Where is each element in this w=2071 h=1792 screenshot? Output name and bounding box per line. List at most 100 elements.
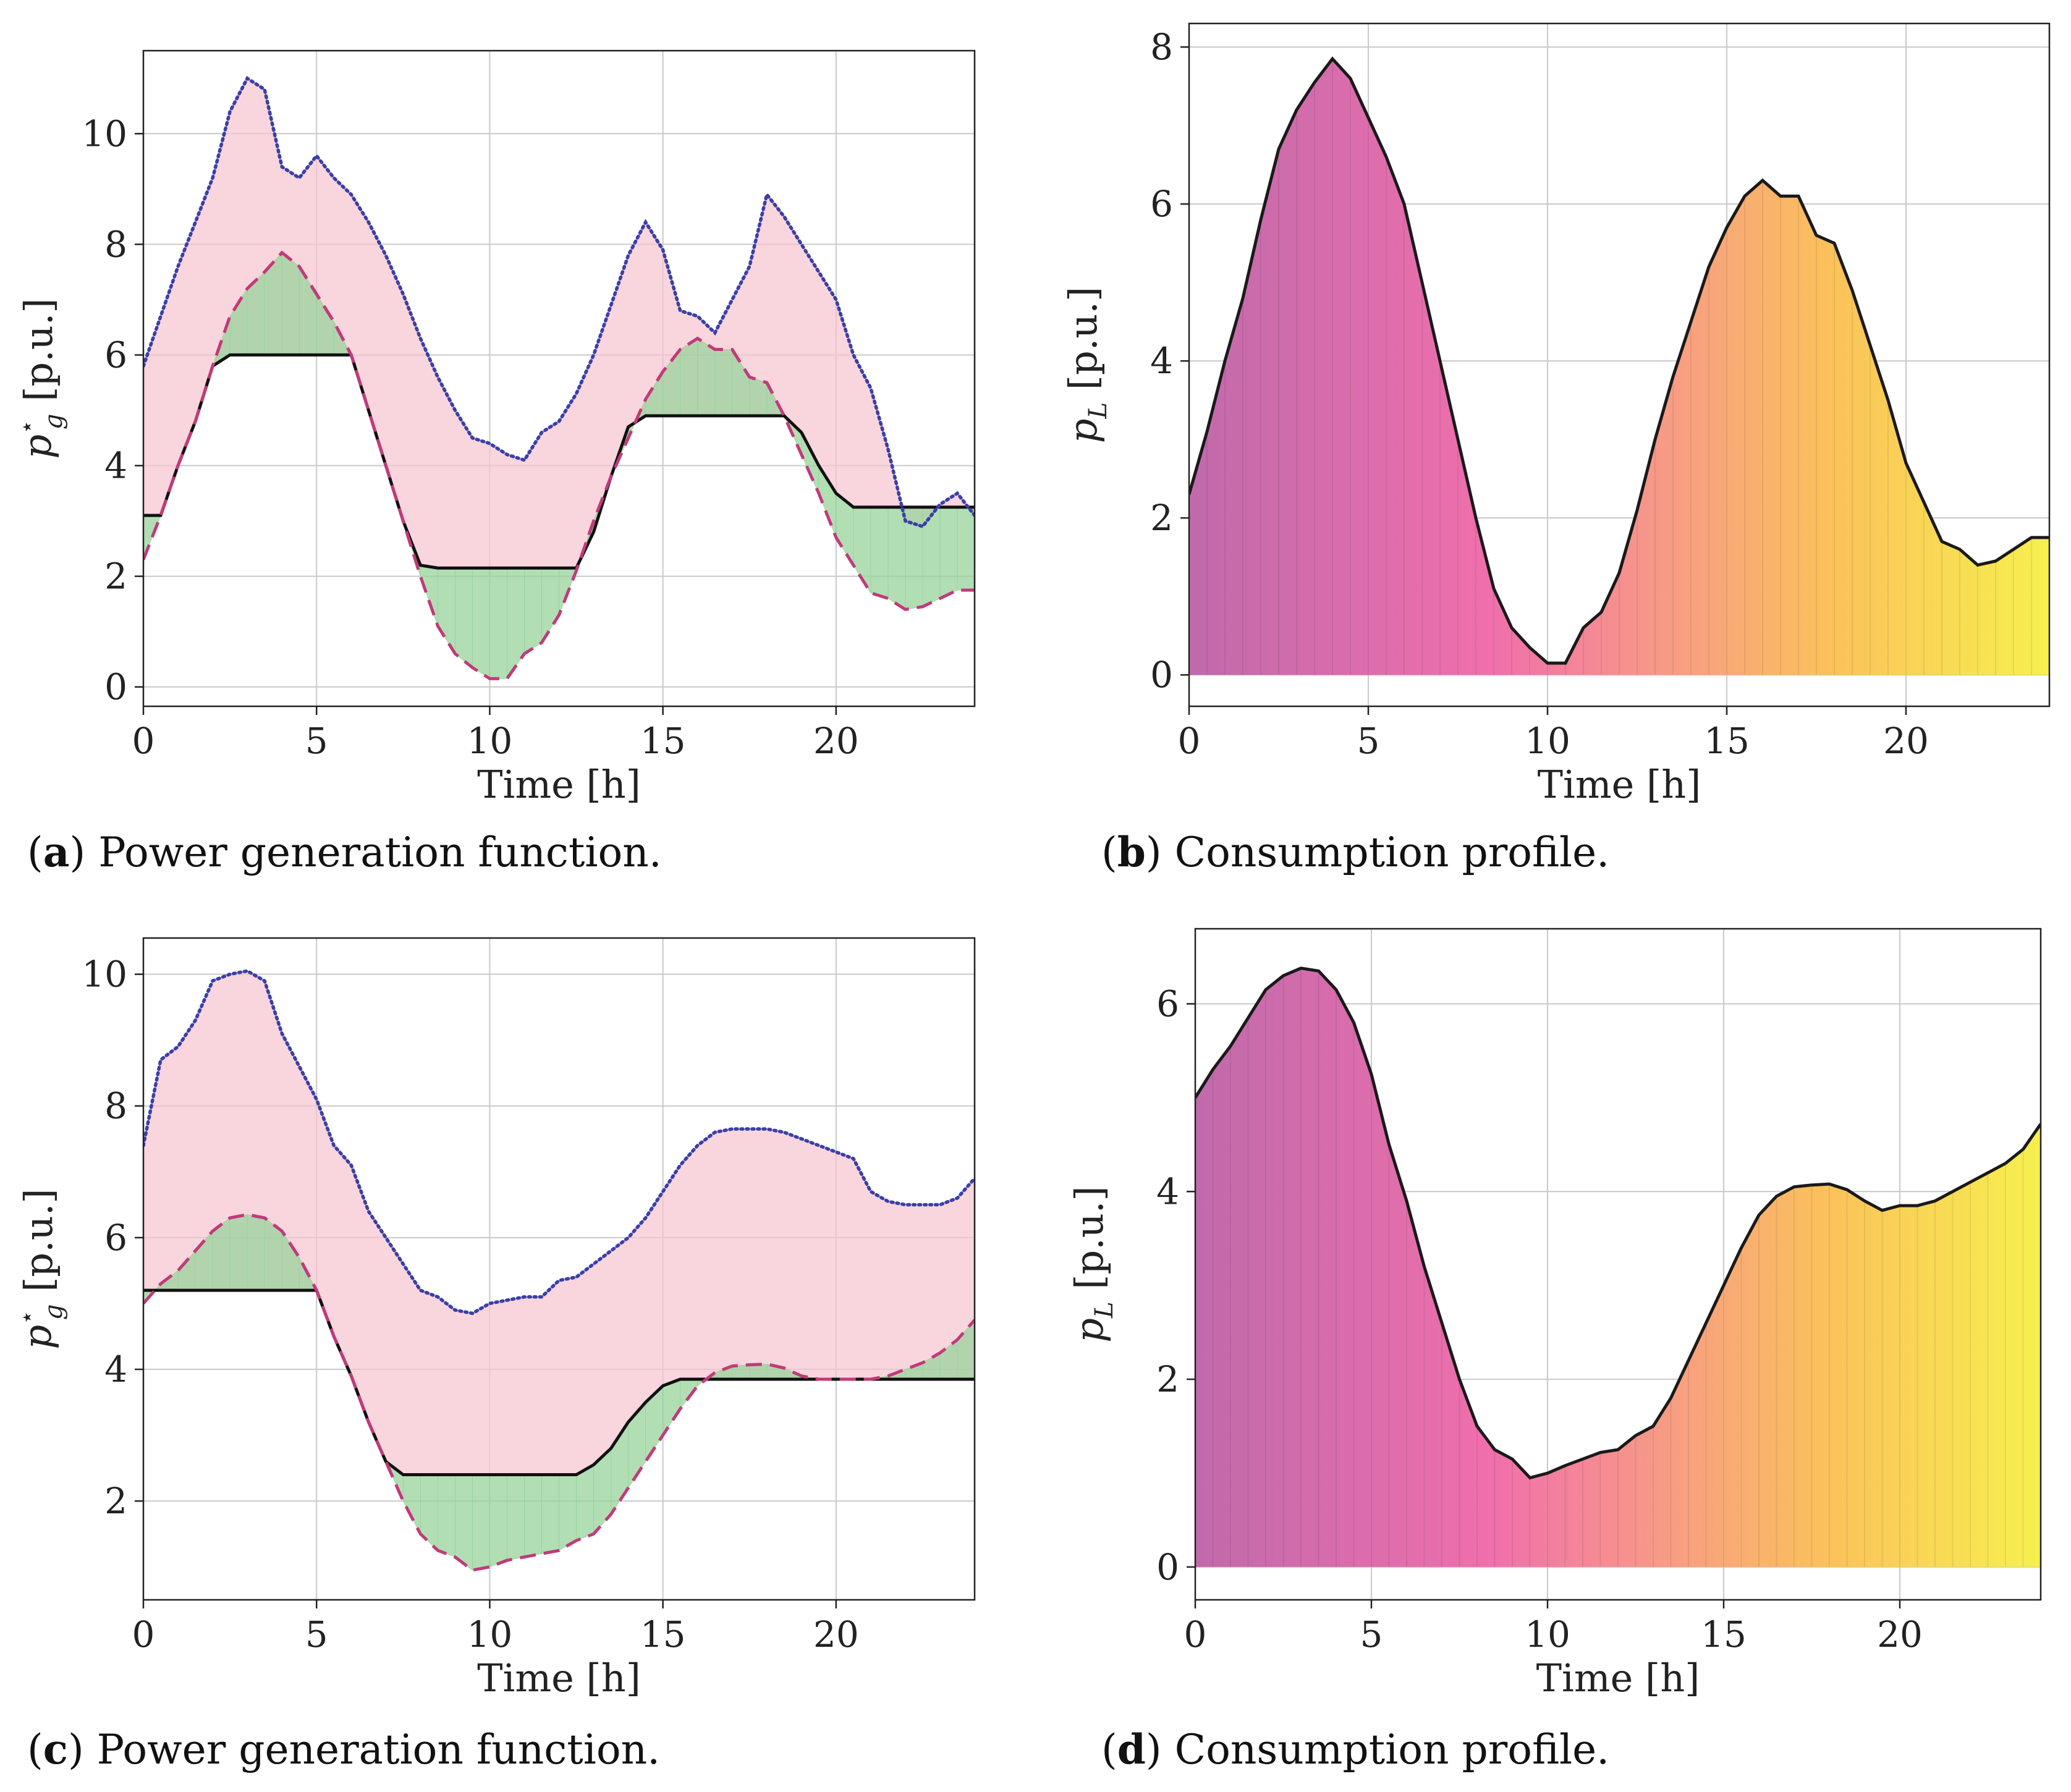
- gap-area-segment: [281, 251, 300, 355]
- upper-band-area: [143, 971, 975, 1475]
- gap-area-segment: [455, 1474, 473, 1571]
- gap-area-segment: [229, 1214, 248, 1291]
- gap-area-segment: [576, 1464, 594, 1541]
- gap-area-segment: [524, 1474, 542, 1558]
- upper-line: [143, 75, 975, 529]
- gap-area-segment: [507, 567, 525, 680]
- y-tick-label: 0: [104, 666, 127, 708]
- plot-frame: [142, 937, 976, 1601]
- x-tick-label: 15: [1701, 1613, 1747, 1655]
- gap-area-segment: [402, 1474, 421, 1534]
- gap-area-segment: [957, 507, 975, 591]
- x-tick-label: 15: [640, 1613, 686, 1655]
- load-line: [143, 1213, 975, 1572]
- gap-area-segment: [455, 567, 473, 669]
- y-tick-label: 0: [1156, 1546, 1179, 1588]
- plot-area: [1195, 966, 2041, 1567]
- y-tick-label: 0: [1150, 654, 1173, 696]
- y-tick-label: 6: [104, 1217, 127, 1259]
- y-tick-label: 2: [1156, 1358, 1179, 1400]
- gap-area-segment: [507, 1474, 525, 1561]
- x-tick-label: 10: [1525, 720, 1570, 762]
- gap-area-segment: [472, 567, 490, 679]
- gap-area-segment: [541, 1474, 559, 1554]
- panel-d-consumption-profile: 0 5 10 15 20 0 2 4 6 Time [h] pL [p.u.]: [1067, 928, 2042, 1701]
- plot-frame: [1194, 928, 2042, 1601]
- x-tick-label: 5: [1357, 720, 1380, 762]
- x-tick-label: 0: [132, 1613, 155, 1655]
- gap-area-segment: [939, 507, 958, 599]
- y-tick-label: 6: [104, 334, 127, 376]
- y-tick-label: 6: [1156, 983, 1179, 1025]
- y-axis-label: p⋆g [p.u.]: [13, 298, 68, 459]
- x-axis-label: Time [h]: [1538, 762, 1701, 807]
- consumption-area: [1189, 59, 2049, 675]
- gap-area-segment: [749, 1364, 768, 1380]
- generation-line: [143, 1288, 975, 1476]
- caption-b: (b) Consumption profile.: [1101, 828, 1610, 876]
- y-tick-label: 8: [104, 1085, 127, 1127]
- load-line: [143, 250, 975, 680]
- plot-area: [143, 75, 975, 680]
- x-tick-label: 10: [467, 720, 513, 762]
- gap-area-segment: [559, 1474, 577, 1551]
- y-tick-label: 4: [1156, 1170, 1179, 1212]
- x-tick-label: 10: [1525, 1613, 1570, 1655]
- caption-a: (a) Power generation function.: [27, 828, 662, 876]
- panel-b-consumption-profile: 0 5 10 15 20 0 2 4 6 8 Time [h] pL [p.u.]: [1061, 22, 2051, 807]
- gap-area-segment: [472, 1474, 490, 1571]
- gap-area-segment: [420, 1474, 438, 1552]
- x-tick-label: 0: [1184, 1613, 1207, 1655]
- y-tick-label: 8: [104, 223, 127, 265]
- plot-frame: [142, 49, 976, 708]
- x-tick-label: 0: [132, 720, 155, 762]
- gap-area-segment: [524, 567, 542, 654]
- gap-area-segment: [438, 567, 455, 655]
- y-tick-label: 10: [82, 953, 127, 995]
- gap-area-segment: [489, 1474, 507, 1568]
- x-tick-label: 20: [1883, 720, 1929, 762]
- y-tick-label: 4: [1150, 340, 1173, 382]
- x-tick-label: 20: [813, 720, 859, 762]
- gap-area-segment: [680, 337, 698, 416]
- caption-d: (d) Consumption profile.: [1101, 1725, 1610, 1773]
- gap-area-segment: [420, 565, 438, 627]
- y-tick-label: 2: [1150, 497, 1173, 539]
- gap-area-segment: [489, 567, 507, 679]
- y-tick-label: 2: [104, 556, 127, 598]
- caption-c: (c) Power generation function.: [27, 1725, 661, 1773]
- y-tick-label: 4: [104, 445, 127, 487]
- x-tick-label: 20: [1877, 1613, 1923, 1655]
- gap-area-segment: [714, 349, 733, 416]
- upper-band-area: [143, 78, 975, 568]
- x-axis-label: Time [h]: [477, 1655, 641, 1701]
- x-tick-label: 0: [1178, 720, 1201, 762]
- consumption-area: [1195, 968, 2041, 1567]
- x-tick-label: 5: [305, 720, 328, 762]
- x-tick-label: 15: [1704, 720, 1750, 762]
- x-tick-label: 5: [305, 1613, 328, 1655]
- y-axis-label: p⋆g [p.u.]: [13, 1188, 68, 1349]
- x-tick-label: 15: [640, 720, 686, 762]
- gap-area-segment: [663, 1379, 680, 1436]
- gap-area-segment: [247, 1214, 265, 1291]
- plot-frame: [1188, 22, 2051, 708]
- gap-area-segment: [541, 567, 559, 644]
- x-tick-label: 10: [467, 1613, 513, 1655]
- gap-area-segment: [887, 507, 906, 611]
- upper-line: [143, 969, 975, 1316]
- gap-area-segment: [680, 1379, 698, 1410]
- y-axis-label: pL [p.u.]: [1061, 287, 1112, 443]
- consumption-line: [1189, 56, 2049, 665]
- y-tick-label: 2: [104, 1480, 127, 1522]
- plot-area: [1189, 56, 2049, 675]
- x-axis-label: Time [h]: [477, 762, 641, 807]
- x-tick-label: 20: [813, 1613, 859, 1655]
- x-axis-label: Time [h]: [1536, 1655, 1700, 1701]
- generation-line: [143, 353, 975, 570]
- y-tick-label: 4: [104, 1348, 127, 1390]
- gap-area-segment: [697, 337, 716, 416]
